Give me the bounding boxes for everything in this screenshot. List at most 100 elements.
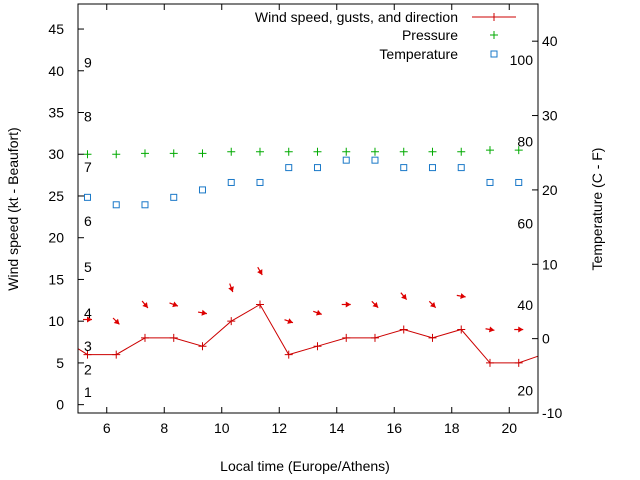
- temperature-point: [342, 156, 350, 164]
- wind-direction-arrow: [313, 309, 322, 316]
- y-axis-left-label: Wind speed (kt - Beaufort): [5, 127, 21, 290]
- wind-direction-arrow: [428, 300, 437, 309]
- wind-direction-arrow: [514, 326, 524, 333]
- pressure-point: [140, 149, 149, 158]
- pressure-point: [313, 147, 322, 156]
- arrow-head: [201, 309, 207, 316]
- x-tick-label: 10: [214, 420, 230, 436]
- x-tick-label: 20: [501, 420, 517, 436]
- arrow-head: [113, 318, 120, 325]
- y-left-tick-label: 20: [48, 230, 64, 246]
- wind-direction-arrow: [371, 300, 379, 309]
- y-axis-right-label: Temperature (C - F): [589, 148, 605, 271]
- pressure-point: [428, 147, 437, 156]
- beaufort-label: 9: [84, 54, 92, 70]
- temperature-point: [371, 156, 379, 164]
- arrow-head: [142, 302, 148, 308]
- wind-direction-arrow: [341, 301, 351, 308]
- fahrenheit-label: 100: [510, 52, 534, 68]
- temperature-point: [256, 178, 264, 186]
- arrow-head: [345, 301, 351, 308]
- wind-point: [227, 317, 236, 326]
- y-right-tick-label: 40: [542, 33, 558, 49]
- wind-point: [83, 350, 92, 359]
- legend: Wind speed, gusts, and direction Pressur…: [255, 9, 516, 62]
- wind-direction-arrow: [228, 283, 234, 293]
- beaufort-label: 7: [84, 159, 92, 175]
- pressure-point: [370, 147, 379, 156]
- fahrenheit-label: 60: [517, 215, 533, 231]
- legend-marker-wind: [490, 13, 498, 21]
- wind-point: [457, 325, 466, 334]
- pressure-point: [514, 146, 523, 155]
- legend-label-pressure: Pressure: [402, 27, 458, 43]
- temperature-point: [400, 164, 408, 172]
- beaufort-label: 6: [84, 213, 92, 229]
- wind-point: [112, 350, 121, 359]
- beaufort-label: 2: [84, 362, 92, 378]
- pressure-point: [227, 147, 236, 156]
- y-left-tick-label: 30: [48, 146, 64, 162]
- legend-marker-temperature: [490, 50, 498, 58]
- pressure-point: [399, 147, 408, 156]
- arrow-head: [315, 309, 322, 316]
- wind-direction-arrow: [284, 318, 294, 324]
- beaufort-label: 4: [84, 305, 92, 321]
- temperature-point: [428, 164, 436, 172]
- y-left-tick-label: 45: [48, 21, 64, 37]
- y-right-tick-label: 20: [542, 182, 558, 198]
- axis-ticks: [78, 4, 538, 414]
- temperature-point: [515, 178, 523, 186]
- legend-marker-pressure: [490, 31, 498, 39]
- plot-border: [77, 3, 539, 414]
- temperature-point: [486, 178, 494, 186]
- y-left-tick-label: 5: [56, 355, 64, 371]
- wind-direction-arrow: [141, 300, 149, 309]
- y-left-tick-label: 15: [48, 271, 64, 287]
- arrow-head: [518, 326, 524, 333]
- temperature-point: [83, 193, 91, 201]
- wind-point: [485, 358, 494, 367]
- wind-point: [169, 333, 178, 342]
- wind-direction-arrow: [82, 316, 92, 323]
- x-tick-label: 14: [329, 420, 345, 436]
- beaufort-label: 3: [84, 338, 92, 354]
- y-right-tick-label: 30: [542, 108, 558, 124]
- temperature-point: [313, 164, 321, 172]
- arrow-head: [488, 326, 495, 333]
- y-left-tick-label: 10: [48, 313, 64, 329]
- wind-direction-arrow: [456, 293, 466, 300]
- wind-point: [198, 342, 207, 351]
- temperature-point: [112, 201, 120, 209]
- wind-point: [514, 358, 523, 367]
- wind-point: [313, 342, 322, 351]
- beaufort-label: 8: [84, 109, 92, 125]
- wind-direction-arrow: [112, 317, 120, 325]
- fahrenheit-label: 40: [517, 297, 533, 313]
- series-layer: [77, 146, 539, 367]
- plot-frame: [77, 3, 539, 414]
- wind-point: [140, 333, 149, 342]
- wind-point: [370, 333, 379, 342]
- beaufort-label: 5: [84, 259, 92, 275]
- arrow-head: [172, 301, 178, 308]
- y-right-tick-label: 10: [542, 256, 558, 272]
- arrow-head: [430, 302, 436, 308]
- legend-label-wind: Wind speed, gusts, and direction: [255, 9, 458, 25]
- beaufort-label: 1: [84, 384, 92, 400]
- tick-labels: 6 8 10 12 14 16 18 20051015202530354045-1001020…: [48, 21, 562, 436]
- wind-direction-arrow: [197, 309, 208, 316]
- arrow-head: [257, 269, 263, 275]
- pressure-point: [255, 147, 264, 156]
- x-tick-label: 12: [271, 420, 287, 436]
- pressure-point: [112, 150, 121, 159]
- x-tick-label: 18: [444, 420, 460, 436]
- y-left-tick-label: 35: [48, 105, 64, 121]
- x-tick-label: 8: [160, 420, 168, 436]
- arrow-head: [287, 318, 293, 324]
- wind-direction-arrow: [400, 292, 408, 300]
- y-left-tick-label: 25: [48, 188, 64, 204]
- x-tick-label: 16: [386, 420, 402, 436]
